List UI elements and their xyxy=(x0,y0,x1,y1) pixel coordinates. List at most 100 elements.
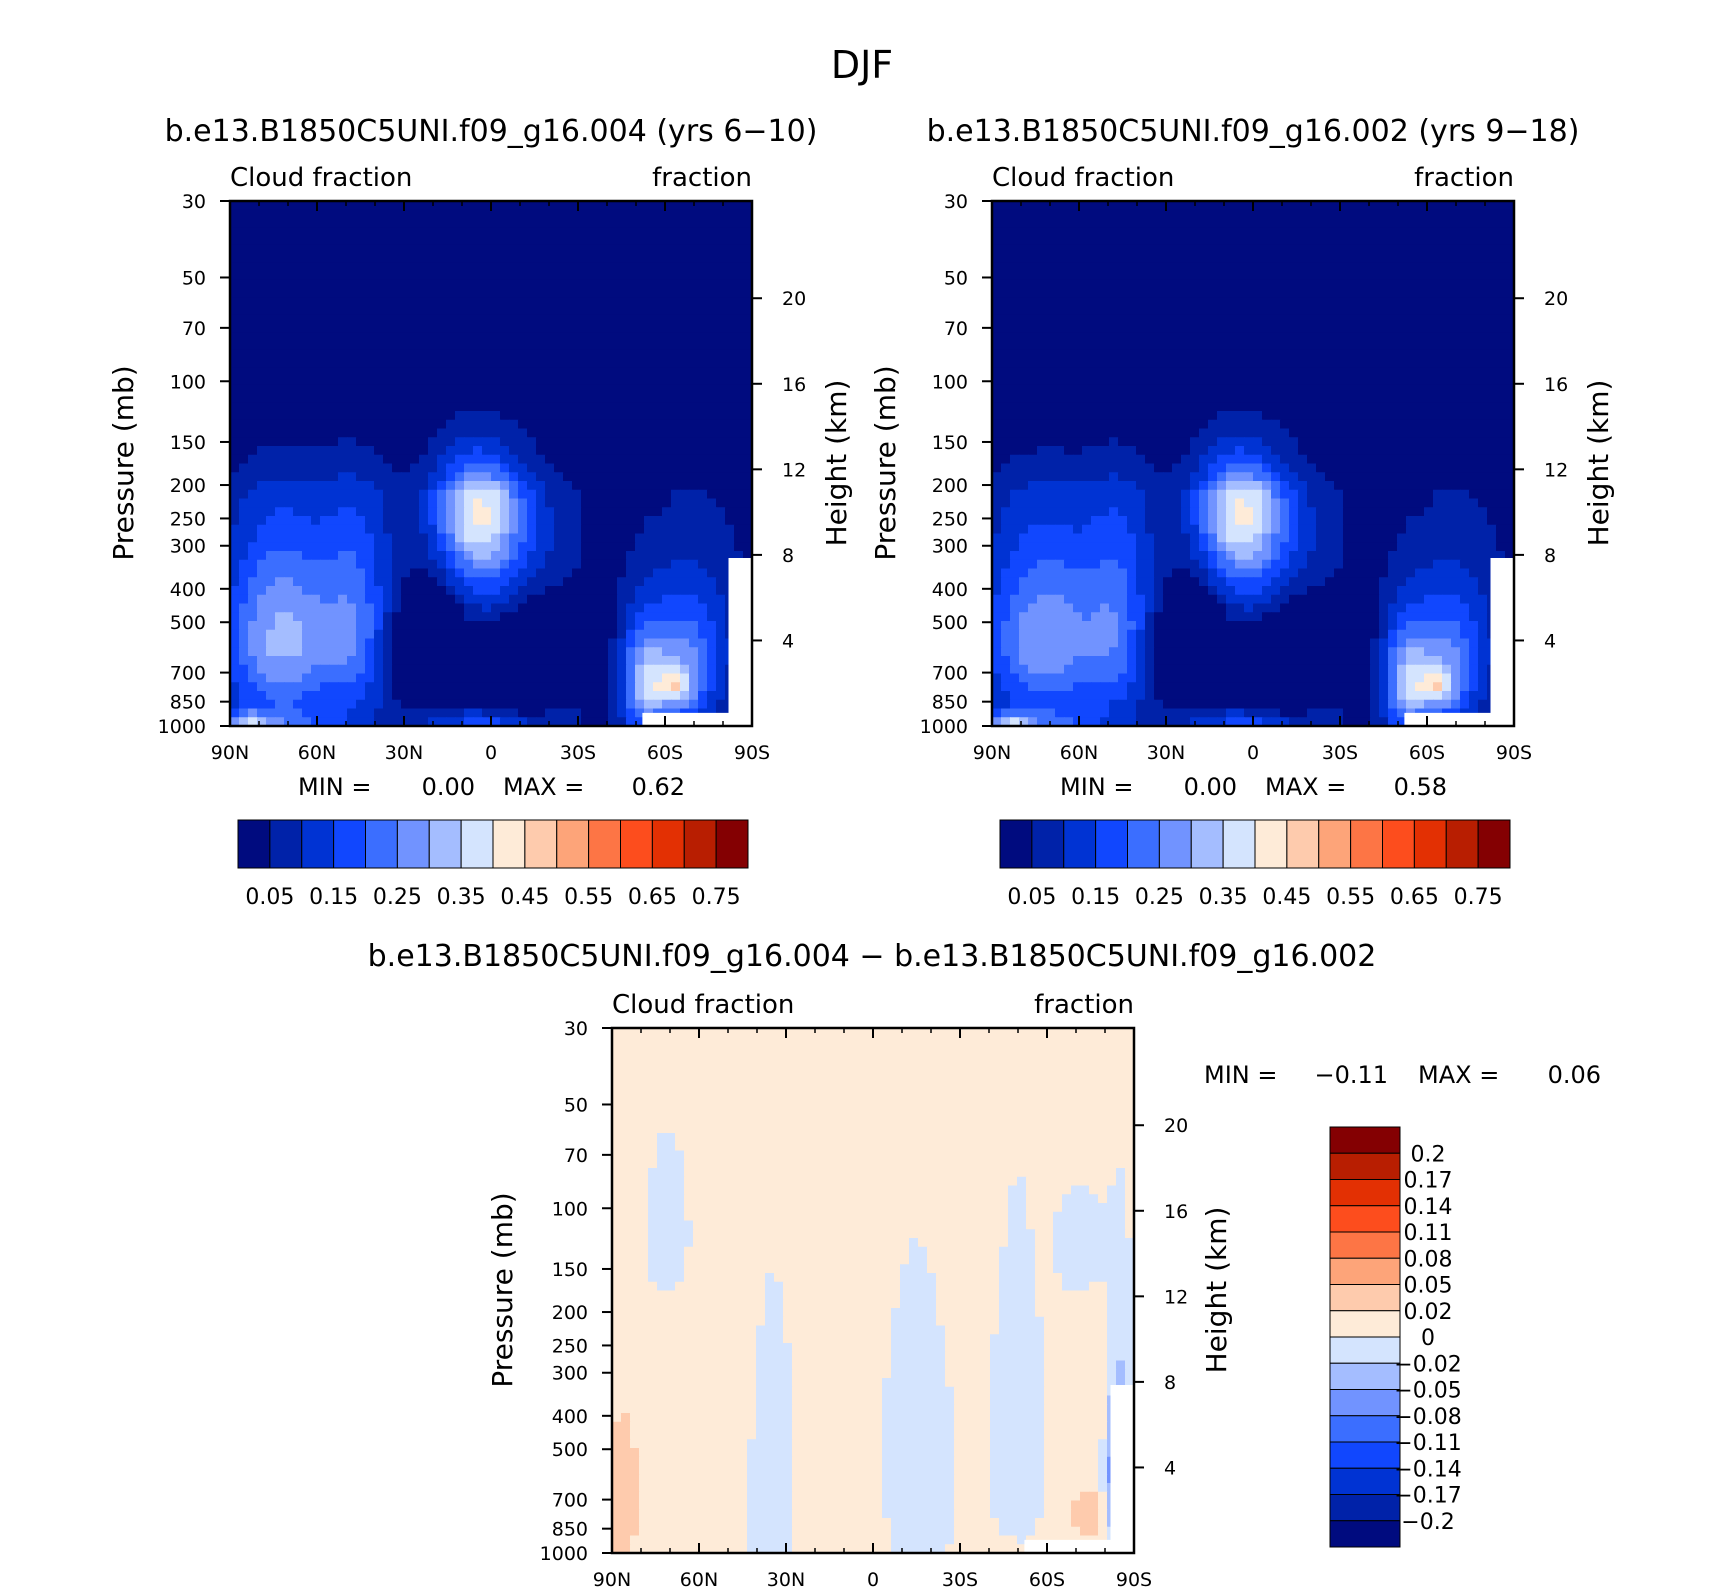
field-cell xyxy=(392,209,402,220)
field-cell xyxy=(230,664,240,675)
field-cell xyxy=(365,481,375,491)
field-cell xyxy=(644,673,654,683)
field-cell xyxy=(527,341,537,351)
field-cell xyxy=(437,419,447,430)
field-cell xyxy=(617,699,627,710)
field-cell xyxy=(302,577,312,587)
field-cell xyxy=(320,699,330,710)
field-cell xyxy=(1487,201,1497,211)
field-cell xyxy=(518,717,528,726)
field-cell xyxy=(239,489,249,500)
field-cell xyxy=(698,691,708,701)
field-cell xyxy=(527,384,537,395)
field-cell xyxy=(302,533,312,543)
field-cell xyxy=(338,559,348,570)
field-cell xyxy=(311,647,321,657)
field-cell xyxy=(329,472,339,482)
field-cell xyxy=(302,656,312,666)
field-cell xyxy=(482,428,492,438)
field-cell xyxy=(464,664,474,675)
field-cell xyxy=(1199,227,1209,237)
field-cell xyxy=(1325,323,1335,333)
field-cell xyxy=(446,288,456,298)
field-cell xyxy=(608,682,618,692)
field-cell xyxy=(1496,358,1506,368)
field-cell xyxy=(419,621,429,631)
field-cell xyxy=(1118,227,1128,237)
field-cell xyxy=(275,201,285,211)
field-cell xyxy=(464,288,474,298)
field-cell xyxy=(1361,209,1371,220)
field-cell xyxy=(1478,244,1488,255)
field-cell xyxy=(446,481,456,491)
field-cell xyxy=(581,332,591,342)
field-cell xyxy=(464,647,474,657)
field-cell xyxy=(437,577,447,587)
field-cell xyxy=(680,271,690,281)
field-cell xyxy=(554,454,564,465)
field-cell xyxy=(491,717,501,726)
field-cell xyxy=(725,209,735,220)
field-cell xyxy=(1451,349,1461,360)
field-cell xyxy=(599,603,609,613)
field-cell xyxy=(455,629,465,640)
field-cell xyxy=(1199,201,1209,211)
field-cell xyxy=(1352,393,1362,403)
field-cell xyxy=(1226,349,1236,360)
field-cell xyxy=(482,323,492,333)
field-cell xyxy=(1226,402,1236,412)
field-cell xyxy=(1280,279,1290,290)
field-cell xyxy=(437,603,447,613)
field-cell xyxy=(1307,262,1317,272)
field-cell xyxy=(716,551,726,561)
field-cell xyxy=(725,306,735,316)
field-cell xyxy=(1478,393,1488,403)
field-cell xyxy=(464,717,474,726)
field-cell xyxy=(473,542,483,552)
field-cell xyxy=(581,419,591,430)
field-cell xyxy=(698,332,708,342)
field-cell xyxy=(275,279,285,290)
field-cell xyxy=(419,454,429,465)
field-cell xyxy=(662,481,672,491)
field-cell xyxy=(482,621,492,631)
field-cell xyxy=(590,533,600,543)
field-cell xyxy=(1262,323,1272,333)
field-cell xyxy=(248,656,258,666)
field-cell xyxy=(608,568,618,578)
field-cell xyxy=(302,691,312,701)
field-cell xyxy=(1361,297,1371,307)
field-cell xyxy=(302,594,312,605)
field-cell xyxy=(581,507,591,517)
field-cell xyxy=(428,481,438,491)
field-cell xyxy=(698,437,708,447)
field-cell xyxy=(500,682,510,692)
field-cell xyxy=(1397,253,1407,263)
field-cell xyxy=(992,341,1002,351)
field-cell xyxy=(320,533,330,543)
field-cell xyxy=(1334,253,1344,263)
field-cell xyxy=(1163,209,1173,220)
field-cell xyxy=(428,594,438,605)
field-cell xyxy=(266,288,276,298)
field-cell xyxy=(1469,271,1479,281)
field-cell xyxy=(1316,253,1326,263)
field-cell xyxy=(716,209,726,220)
field-cell xyxy=(716,376,726,386)
field-cell xyxy=(1424,376,1434,386)
field-cell xyxy=(554,201,564,211)
field-cell xyxy=(383,717,393,726)
field-cell xyxy=(1154,332,1164,342)
field-cell xyxy=(653,699,663,710)
field-cell xyxy=(464,253,474,263)
field-cell xyxy=(1136,201,1146,211)
field-cell xyxy=(734,524,744,535)
field-cell xyxy=(635,358,645,368)
field-cell xyxy=(1028,271,1038,281)
field-cell xyxy=(392,306,402,316)
field-cell xyxy=(329,279,339,290)
field-cell xyxy=(266,507,276,517)
field-cell xyxy=(509,314,519,325)
field-cell xyxy=(1352,227,1362,237)
field-cell xyxy=(662,428,672,438)
